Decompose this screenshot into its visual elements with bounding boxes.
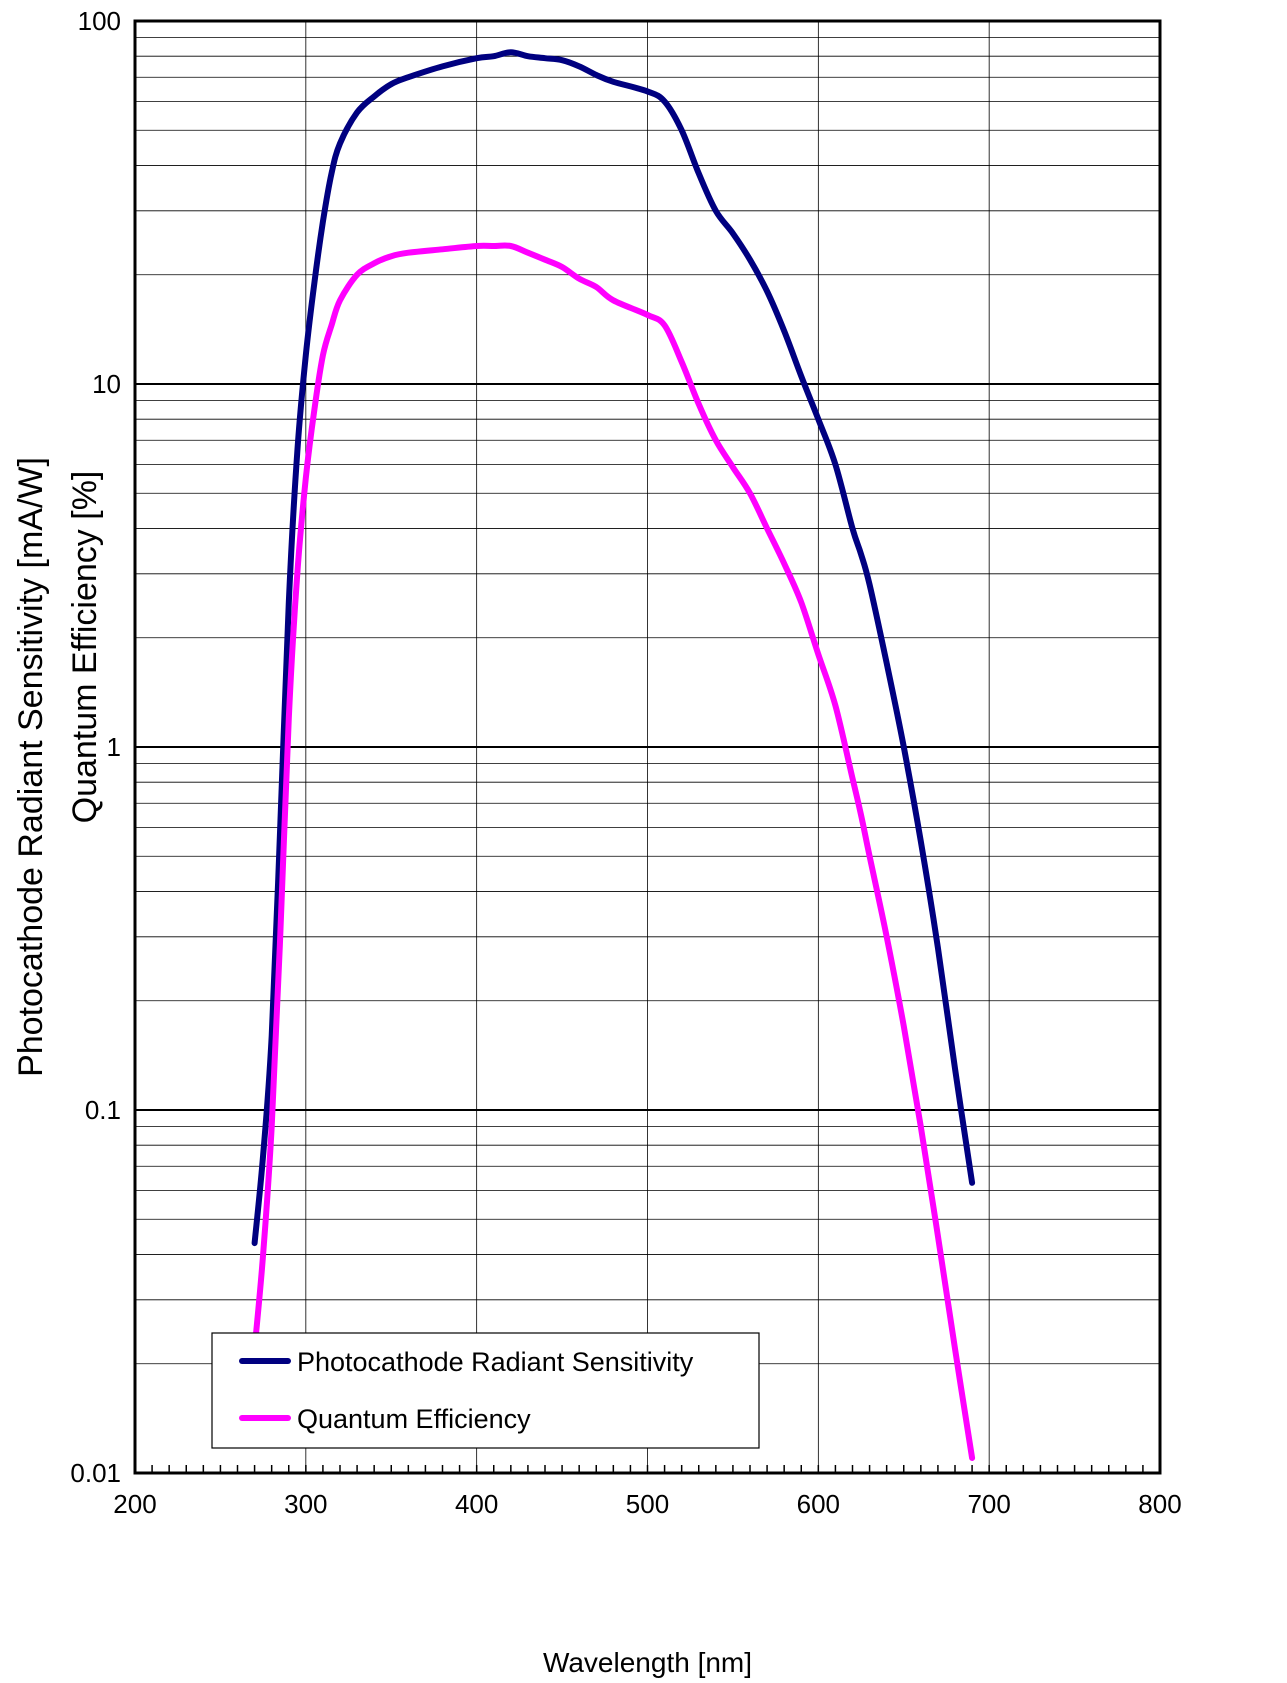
y-axis-title-line-1: Photocathode Radiant Sensitivity [mA/W] [12,457,50,1077]
x-tick-label: 800 [1138,1489,1181,1519]
series-line-quantum-efficiency [251,242,976,1461]
y-tick-label: 10 [92,369,121,399]
legend-label-sensitivity: Photocathode Radiant Sensitivity [297,1347,694,1377]
legend: Photocathode Radiant Sensitivity Quantum… [211,1332,760,1449]
x-tick-label: 400 [455,1489,498,1519]
y-tick-label: 1 [107,732,121,762]
x-tick-label: 700 [967,1489,1010,1519]
legend-label-quantum-efficiency: Quantum Efficiency [297,1404,531,1434]
y-tick-label: 0.01 [70,1458,121,1488]
x-tick-label: 600 [797,1489,840,1519]
y-tick-labels: 0.01 0.1 1 10 100 [70,6,121,1488]
y-tick-label: 100 [78,6,121,36]
y-tick-label: 0.1 [85,1095,121,1125]
plot-frame [133,19,1162,1475]
legend-box [211,1332,760,1449]
y-axis-title-line-2: Quantum Efficiency [%] [66,471,104,824]
x-tick-label: 200 [113,1489,156,1519]
minor-gridlines [135,21,1160,1473]
series-line-sensitivity [251,49,976,1247]
x-tick-label: 300 [284,1489,327,1519]
series-lines [251,49,976,1461]
x-tick-labels: 200 300 400 500 600 700 800 [113,1489,1181,1519]
x-axis-title: Wavelength [nm] [543,1647,752,1678]
x-tick-label: 500 [626,1489,669,1519]
